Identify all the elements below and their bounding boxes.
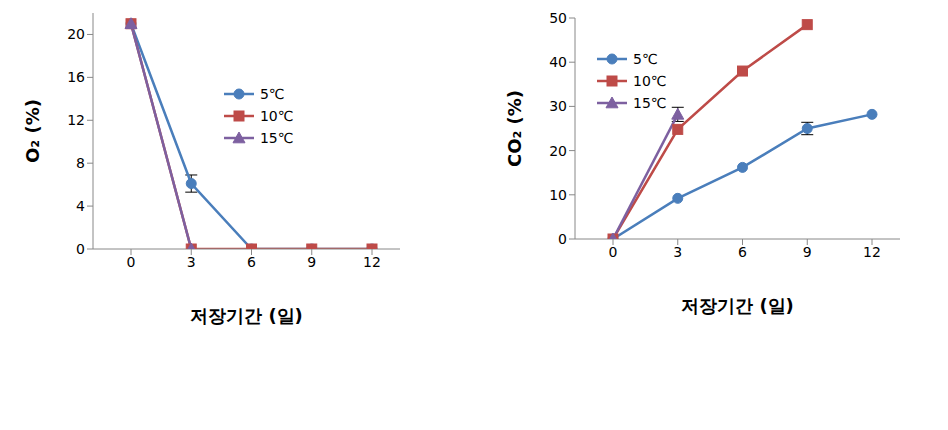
html-text:15℃: 15℃ bbox=[259, 130, 294, 146]
html-text:5℃: 5℃ bbox=[259, 86, 285, 102]
svg-text:4: 4 bbox=[76, 198, 85, 214]
html-text:5℃: 5℃ bbox=[633, 51, 658, 67]
svg-text:20: 20 bbox=[549, 143, 567, 159]
svg-text:12: 12 bbox=[363, 254, 381, 270]
svg-text:8: 8 bbox=[76, 155, 85, 171]
svg-text:O₂ (%): O₂ (%) bbox=[22, 99, 43, 163]
html-text:10℃: 10℃ bbox=[259, 108, 294, 124]
html-text:10℃: 10℃ bbox=[633, 73, 667, 89]
svg-text:0: 0 bbox=[609, 244, 618, 260]
svg-text:10: 10 bbox=[549, 187, 567, 203]
svg-text:CO₂ (%): CO₂ (%) bbox=[504, 90, 525, 167]
svg-text:30: 30 bbox=[549, 98, 567, 114]
svg-text:저장기간 (일): 저장기간 (일) bbox=[190, 305, 303, 326]
svg-text:9: 9 bbox=[307, 254, 316, 270]
svg-text:12: 12 bbox=[863, 244, 881, 260]
svg-text:50: 50 bbox=[549, 10, 567, 26]
svg-text:6: 6 bbox=[247, 254, 256, 270]
svg-text:9: 9 bbox=[803, 244, 812, 260]
svg-text:0: 0 bbox=[76, 241, 85, 257]
svg-text:3: 3 bbox=[187, 254, 196, 270]
svg-text:저장기간 (일): 저장기간 (일) bbox=[681, 295, 794, 316]
svg-text:12: 12 bbox=[67, 112, 85, 128]
svg-text:0: 0 bbox=[127, 254, 136, 270]
svg-text:6: 6 bbox=[738, 244, 747, 260]
html-text:15℃: 15℃ bbox=[633, 95, 667, 111]
svg-text:0: 0 bbox=[558, 231, 567, 247]
svg-text:20: 20 bbox=[67, 26, 85, 42]
svg-text:40: 40 bbox=[549, 54, 567, 70]
svg-text:3: 3 bbox=[673, 244, 682, 260]
svg-text:16: 16 bbox=[67, 69, 85, 85]
